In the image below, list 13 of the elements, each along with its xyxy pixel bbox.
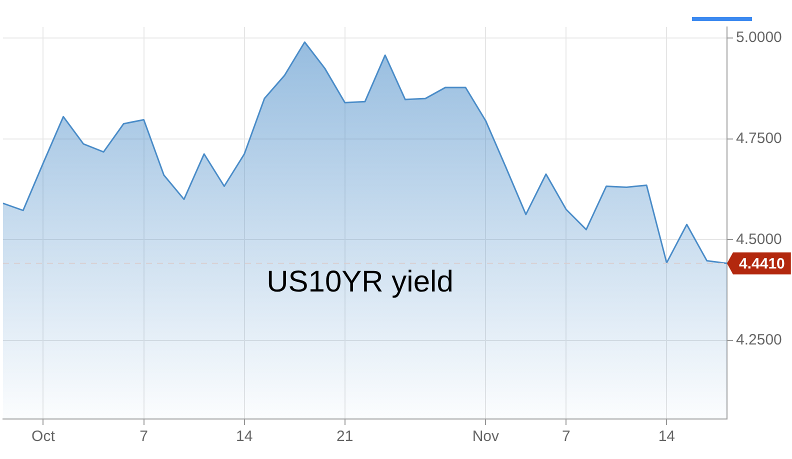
y-tick-label: 4.5000 [736,230,782,248]
y-tick-label: 4.2500 [736,332,782,349]
y-tick-label: 4.7500 [736,130,782,147]
x-tick-label: 21 [336,428,354,446]
y-tick-label: 5.0000 [736,29,782,46]
ref-line-label: 4.4410 [739,256,785,273]
x-tick-label: 14 [236,428,253,446]
x-tick-label: 14 [658,428,676,446]
x-tick-label: 7 [562,428,570,446]
x-tick-label: 7 [140,428,148,446]
x-tick-label: Nov [472,428,500,446]
annotation: US10YR yield [266,265,454,298]
x-tick-label: Oct [32,428,56,446]
